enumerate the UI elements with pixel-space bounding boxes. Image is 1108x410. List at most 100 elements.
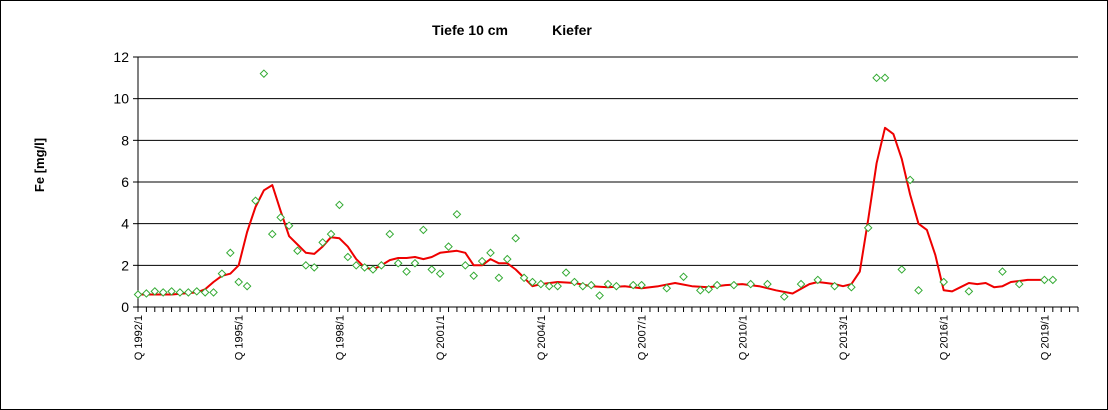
data-point-marker xyxy=(586,280,596,290)
data-point-marker xyxy=(595,291,604,300)
data-point-marker xyxy=(696,286,705,295)
data-point-marker xyxy=(1048,275,1058,285)
data-point-marker xyxy=(570,277,579,287)
data-point-marker xyxy=(662,283,672,293)
data-point-marker xyxy=(242,281,252,291)
data-point-marker xyxy=(326,229,336,239)
data-point-marker xyxy=(637,280,646,290)
x-tick-labels: Q 1992/1 Q 1995/1 Q 1998/1 Q 2001/1 Q 2004/1… xyxy=(133,315,1051,360)
series-line xyxy=(138,126,1045,296)
data-point-marker xyxy=(301,261,311,270)
axes xyxy=(133,56,1079,312)
data-point-marker xyxy=(192,287,202,296)
data-point-marker xyxy=(393,258,403,268)
data-point-marker xyxy=(511,233,520,243)
data-point-marker xyxy=(897,265,907,274)
data-point-marker xyxy=(309,263,319,272)
gridlines xyxy=(138,56,1078,266)
x-tick-label: Q 1995/1 xyxy=(234,315,246,360)
data-point-marker xyxy=(729,280,739,290)
data-point-marker xyxy=(276,213,285,222)
data-point-marker xyxy=(150,287,160,296)
x-tick-label: Q 2007/1 xyxy=(637,315,649,360)
data-point-marker xyxy=(175,288,185,297)
series-points-group xyxy=(133,69,1058,301)
data-point-marker xyxy=(746,279,755,289)
data-point-marker xyxy=(368,265,378,274)
data-point-marker xyxy=(335,200,344,210)
data-point-marker xyxy=(553,281,562,291)
data-point-marker xyxy=(502,254,512,264)
data-point-marker xyxy=(402,267,411,276)
data-point-marker xyxy=(486,248,495,258)
x-tick-label: Q 2019/1 xyxy=(1039,315,1051,360)
y-tick-label: 6 xyxy=(121,174,129,190)
data-point-marker xyxy=(763,279,772,289)
data-point-marker xyxy=(133,290,143,299)
data-point-marker xyxy=(385,229,395,239)
data-point-marker xyxy=(863,223,873,233)
x-tick-label: Q 1998/1 xyxy=(334,315,346,360)
data-point-marker xyxy=(914,286,923,295)
data-point-marker xyxy=(544,281,554,291)
x-tick-label: Q 2004/1 xyxy=(536,315,548,360)
data-point-marker xyxy=(452,209,462,219)
data-point-marker xyxy=(360,263,369,272)
data-point-marker xyxy=(528,277,537,287)
y-tick-label: 12 xyxy=(113,49,129,65)
data-point-marker xyxy=(712,280,722,290)
chart-title-site: Kiefer xyxy=(552,22,592,38)
data-point-marker xyxy=(435,269,445,278)
data-point-marker xyxy=(251,196,260,206)
data-point-marker xyxy=(578,281,588,291)
data-point-marker xyxy=(905,175,915,185)
x-tick-label: Q 1992/1 xyxy=(133,315,145,360)
data-point-marker xyxy=(284,221,294,231)
data-point-marker xyxy=(469,271,479,281)
data-point-marker xyxy=(679,272,688,282)
y-tick-labels: 0 2 4 6 8 10 12 xyxy=(113,49,129,315)
data-point-marker xyxy=(226,248,235,258)
x-tick-label: Q 2010/1 xyxy=(737,315,749,360)
y-tick-label: 8 xyxy=(121,132,129,148)
data-point-marker xyxy=(419,225,428,235)
data-point-marker xyxy=(704,284,714,294)
data-point-marker xyxy=(410,258,420,268)
y-tick-label: 10 xyxy=(113,91,129,107)
data-point-marker xyxy=(561,268,571,277)
data-point-marker xyxy=(209,288,218,297)
data-point-marker xyxy=(184,288,193,297)
y-tick-label: 4 xyxy=(121,216,129,232)
data-point-marker xyxy=(267,229,277,239)
data-point-marker xyxy=(217,269,227,278)
data-point-marker xyxy=(964,287,974,296)
data-point-marker xyxy=(343,252,353,262)
data-point-marker xyxy=(142,289,151,298)
data-point-marker xyxy=(519,273,529,283)
data-point-marker xyxy=(351,261,361,270)
data-point-marker xyxy=(536,279,546,289)
x-tick-label: Q 2001/1 xyxy=(435,315,447,360)
data-point-marker xyxy=(494,273,504,283)
data-point-marker xyxy=(872,73,881,83)
data-point-marker xyxy=(880,73,890,83)
data-point-marker xyxy=(477,256,487,266)
data-point-marker xyxy=(813,275,823,285)
data-point-marker xyxy=(259,69,269,78)
data-point-marker xyxy=(998,267,1007,276)
data-point-marker xyxy=(293,246,302,256)
data-point-marker xyxy=(603,279,613,289)
y-tick-label: 0 xyxy=(121,299,129,315)
data-point-marker xyxy=(200,288,210,297)
data-point-marker xyxy=(628,280,638,290)
data-point-marker xyxy=(612,281,621,291)
chart-title-depth: Tiefe 10 cm xyxy=(432,22,508,38)
data-point-marker xyxy=(234,277,244,287)
data-point-marker xyxy=(427,265,437,274)
series-line-group xyxy=(138,126,1045,296)
data-point-marker xyxy=(847,282,856,292)
data-point-marker xyxy=(1040,275,1049,285)
data-point-marker xyxy=(779,292,789,301)
